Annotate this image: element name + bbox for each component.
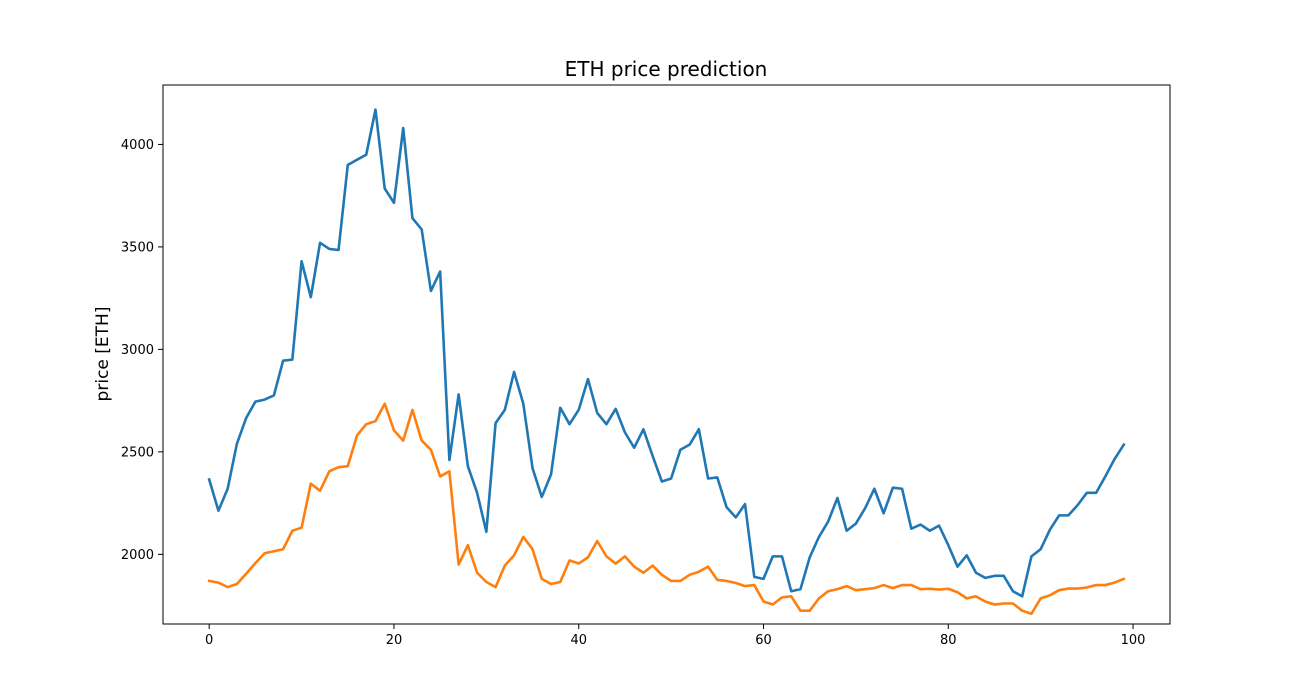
- x-tick-label: 20: [386, 633, 403, 648]
- y-tick-label: 2500: [121, 445, 154, 460]
- x-tick-label: 40: [570, 633, 587, 648]
- plot-area-frame: [162, 84, 1171, 625]
- x-tick-label: 100: [1121, 633, 1146, 648]
- series-line-2: [207, 402, 1126, 616]
- y-tick-label: 3000: [121, 343, 154, 358]
- x-tick-label: 60: [755, 633, 772, 648]
- chart-title: ETH price prediction: [565, 57, 768, 81]
- y-axis-label: price [ETH]: [93, 307, 113, 402]
- x-tick-label: 80: [940, 633, 957, 648]
- axis-layer: 0 20 40 60 80 100 2000 2500 3000 3500 4000: [121, 138, 1146, 648]
- series-layer: [207, 108, 1126, 616]
- y-tick-label: 4000: [121, 138, 154, 153]
- x-tick-label: 0: [205, 633, 213, 648]
- y-tick-label: 2000: [121, 548, 154, 563]
- series-line-1: [207, 108, 1126, 598]
- y-tick-label: 3500: [121, 240, 154, 255]
